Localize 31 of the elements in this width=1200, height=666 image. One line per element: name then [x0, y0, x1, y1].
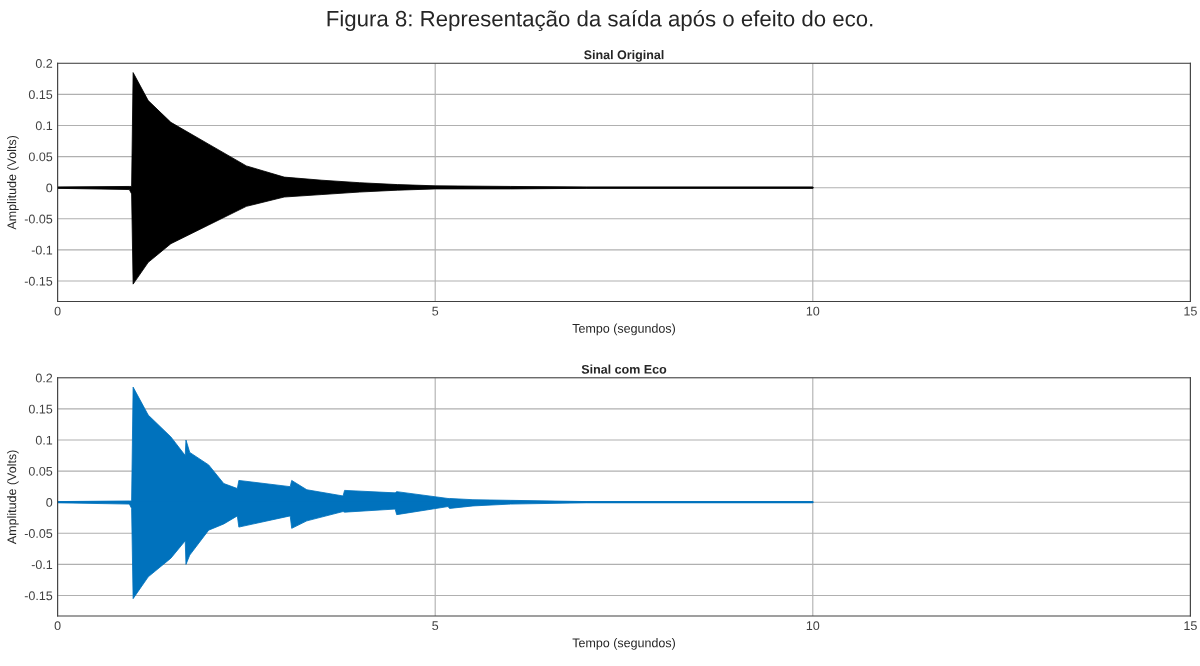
x-tick-label: 5 [432, 306, 439, 316]
x-tick-label: 10 [806, 621, 820, 631]
y-tick-label: 0.2 [35, 373, 53, 383]
y-tick-label: 0.05 [28, 152, 53, 162]
x-tick-label: 0 [54, 621, 61, 631]
y-tick-label: -0.15 [24, 591, 53, 601]
y-tick-label: 0.05 [28, 466, 53, 476]
y-tick-label: -0.1 [31, 560, 53, 570]
y-tick-label: -0.05 [24, 529, 53, 538]
y-tick-label: 0 [46, 183, 53, 193]
y-tick-label: 0.15 [28, 404, 53, 414]
y-tick-label: 0.2 [35, 59, 53, 68]
y-tick-label: 0.1 [35, 435, 53, 445]
chart-title: Sinal com Eco [581, 364, 667, 374]
text: Figura 8: Representação da saída após o efeito do eco. [327, 9, 873, 32]
y-tick-label: 0 [46, 498, 53, 507]
y-tick-label: -0.1 [31, 245, 53, 255]
y-tick-label: -0.15 [24, 276, 53, 286]
x-tick-label: 15 [1184, 621, 1197, 631]
x-tick-label: 10 [806, 306, 820, 316]
y-tick-label: -0.05 [24, 214, 53, 224]
x-tick-label: 15 [1184, 306, 1197, 316]
y-tick-label: 0.15 [28, 90, 53, 100]
chart-title: Sinal Original [584, 50, 664, 62]
x-tick-label: 5 [432, 621, 439, 631]
y-axis-title: Amplitude (Volts) [7, 135, 19, 230]
y-axis-title: Amplitude (Volts) [7, 450, 19, 545]
x-axis-title: Tempo (segundos) [572, 638, 675, 650]
y-tick-label: 0.1 [35, 121, 53, 131]
x-tick-label: 0 [54, 306, 61, 316]
x-axis-title: Tempo (segundos) [572, 323, 675, 336]
